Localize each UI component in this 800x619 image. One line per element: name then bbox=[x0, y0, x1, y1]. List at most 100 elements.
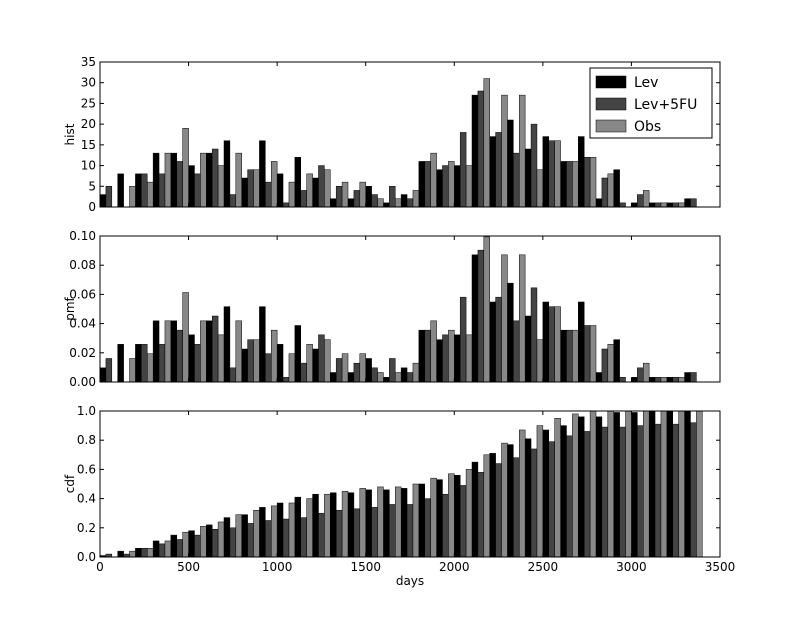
y-tick-label: 35 bbox=[81, 55, 96, 69]
bar-obs-1500 bbox=[377, 198, 384, 208]
bar-obs-3300 bbox=[696, 410, 703, 558]
bar-lev-1500 bbox=[365, 186, 372, 208]
bar-obs-700 bbox=[235, 320, 242, 383]
bar-lev-5fu-500 bbox=[194, 173, 201, 208]
axes-frame bbox=[99, 61, 721, 208]
bar-obs-2100 bbox=[483, 454, 490, 558]
legend-label: Lev+5FU bbox=[634, 97, 697, 113]
bar-obs-3100 bbox=[660, 410, 668, 558]
bar-obs-1300 bbox=[341, 353, 349, 383]
bar-lev-5fu-1300 bbox=[335, 186, 343, 208]
bar-lev-5fu-2100 bbox=[477, 249, 485, 383]
bar-lev-2500 bbox=[542, 301, 550, 383]
bar-obs-1800 bbox=[430, 152, 437, 208]
bar-lev-3000 bbox=[631, 377, 638, 383]
plots-group: 05101520253035histLevLev+5FUObs0.000.020… bbox=[63, 55, 735, 588]
bar-lev-1500 bbox=[365, 358, 372, 383]
bar-lev-3100 bbox=[648, 377, 656, 383]
bar-lev-5fu-2400 bbox=[530, 287, 538, 383]
bar-lev-500 bbox=[188, 334, 195, 383]
bar-lev-700 bbox=[223, 517, 231, 558]
bar-lev-2500 bbox=[542, 429, 550, 558]
bar-lev-2700 bbox=[578, 301, 585, 383]
bar-lev-5fu-800 bbox=[247, 339, 254, 383]
bar-obs-2500 bbox=[554, 418, 561, 558]
y-tick-label: 30 bbox=[81, 76, 96, 90]
bar-lev-400 bbox=[170, 534, 178, 558]
bar-lev-5fu-1800 bbox=[424, 161, 431, 208]
bar-lev-500 bbox=[188, 165, 195, 208]
bar-lev-5fu-2100 bbox=[477, 90, 485, 208]
bar-obs-2500 bbox=[554, 306, 561, 383]
bar-lev-5fu-1700 bbox=[406, 372, 414, 383]
bar-obs-2200 bbox=[501, 94, 508, 208]
y-tick-label: 0.04 bbox=[69, 317, 96, 331]
bar-lev-5fu-1600 bbox=[389, 186, 396, 208]
bar-lev-5fu-2900 bbox=[619, 426, 626, 558]
bar-lev-5fu-1900 bbox=[442, 165, 449, 208]
x-tick-label: 3000 bbox=[616, 560, 647, 574]
bar-lev-1400 bbox=[347, 198, 355, 208]
bar-lev-2500 bbox=[542, 136, 550, 208]
bar-lev-200 bbox=[135, 173, 142, 208]
bar-lev-5fu-2100 bbox=[477, 472, 485, 558]
bar-lev-100 bbox=[117, 550, 124, 558]
bar-lev-3200 bbox=[666, 377, 674, 383]
bar-lev-5fu-3300 bbox=[690, 372, 697, 383]
bar-lev-5fu-200 bbox=[141, 547, 148, 558]
bar-obs-1600 bbox=[394, 198, 402, 208]
bar-lev-600 bbox=[206, 524, 213, 558]
bar-lev-5fu-2200 bbox=[495, 463, 502, 558]
bar-lev-5fu-2500 bbox=[548, 441, 555, 558]
bar-obs-3100 bbox=[660, 377, 668, 383]
y-tick-label: 0 bbox=[88, 200, 96, 214]
bar-obs-600 bbox=[217, 165, 225, 208]
bar-lev-5fu-600 bbox=[211, 529, 219, 558]
bar-obs-900 bbox=[270, 505, 278, 558]
bar-lev-5fu-2700 bbox=[583, 431, 591, 558]
bar-obs-3000 bbox=[642, 410, 650, 558]
bar-lev-5fu-1300 bbox=[335, 358, 343, 383]
bar-lev-2100 bbox=[471, 461, 479, 558]
y-tick-label: 0.0 bbox=[77, 550, 96, 564]
bar-lev-5fu-2600 bbox=[566, 329, 573, 383]
bar-obs-1900 bbox=[448, 329, 455, 383]
bar-lev-5fu-3100 bbox=[654, 377, 662, 383]
x-tick-label: 0 bbox=[96, 560, 104, 574]
y-tick-label: 0.2 bbox=[77, 521, 96, 535]
bar-lev-2400 bbox=[524, 148, 532, 208]
legend-swatch-lev bbox=[595, 75, 627, 89]
bar-lev-5fu-1000 bbox=[282, 518, 290, 558]
bar-lev-1000 bbox=[276, 502, 284, 558]
bar-obs-2700 bbox=[589, 157, 597, 208]
bar-lev-5fu-1800 bbox=[424, 329, 431, 383]
bar-lev-5fu-400 bbox=[176, 161, 183, 208]
bar-lev-5fu-1200 bbox=[318, 512, 325, 558]
bar-lev-2200 bbox=[489, 301, 496, 383]
bar-lev-5fu-3300 bbox=[690, 198, 697, 208]
bar-lev-1000 bbox=[276, 173, 284, 208]
bar-obs-3000 bbox=[642, 190, 650, 208]
y-tick-label: 0.08 bbox=[69, 258, 96, 272]
bar-obs-1000 bbox=[288, 353, 296, 383]
bar-lev-5fu-1700 bbox=[406, 198, 414, 208]
bar-lev-5fu-3000 bbox=[637, 425, 644, 558]
bar-lev-1200 bbox=[312, 493, 319, 558]
bar-lev-5fu-3100 bbox=[654, 202, 662, 208]
bar-obs-2600 bbox=[572, 329, 579, 383]
bar-obs-1900 bbox=[448, 473, 455, 558]
bar-lev-5fu-900 bbox=[265, 353, 272, 383]
bar-lev-5fu-1000 bbox=[282, 202, 290, 208]
bar-lev-200 bbox=[135, 547, 142, 558]
y-tick-label: 1.0 bbox=[77, 404, 96, 418]
bar-obs-2700 bbox=[589, 410, 597, 558]
bar-lev-5fu-1600 bbox=[389, 358, 396, 383]
bar-lev-1700 bbox=[400, 194, 408, 208]
bar-lev-1300 bbox=[330, 372, 337, 383]
bar-obs-2400 bbox=[536, 169, 544, 208]
legend-label: Lev bbox=[634, 75, 658, 91]
bar-obs-200 bbox=[146, 181, 154, 208]
bar-lev-800 bbox=[241, 348, 248, 383]
bar-lev-5fu-600 bbox=[211, 315, 219, 383]
